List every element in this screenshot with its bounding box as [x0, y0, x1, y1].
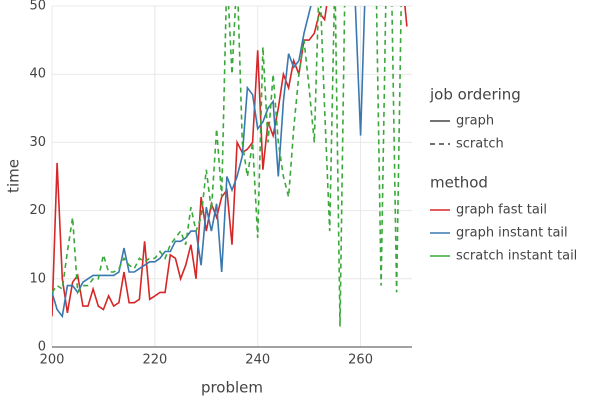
legend-label: scratch [456, 137, 504, 152]
y-tick-label: 50 [29, 0, 46, 14]
y-axis-label: time [5, 159, 23, 193]
series-line [52, 6, 366, 319]
y-tick-label: 0 [38, 340, 46, 355]
x-tick-label: 200 [40, 353, 65, 368]
legend-title: job ordering [429, 86, 521, 104]
y-tick-label: 40 [29, 67, 46, 82]
x-tick-label: 220 [142, 353, 167, 368]
x-axis-label: problem [201, 379, 263, 397]
legend-label: graph [456, 114, 494, 129]
x-tick-label: 260 [348, 353, 373, 368]
y-tick-label: 10 [29, 271, 46, 286]
legend-title: method [430, 174, 488, 192]
legend-label: graph fast tail [456, 203, 547, 218]
x-tick-label: 240 [245, 353, 270, 368]
plot-area [52, 6, 408, 327]
legend-label: scratch instant tail [456, 249, 577, 264]
y-tick-label: 30 [29, 135, 46, 150]
series-line [52, 6, 402, 327]
y-tick-label: 20 [29, 203, 46, 218]
series-line [52, 6, 408, 317]
legend-label: graph instant tail [456, 226, 568, 241]
